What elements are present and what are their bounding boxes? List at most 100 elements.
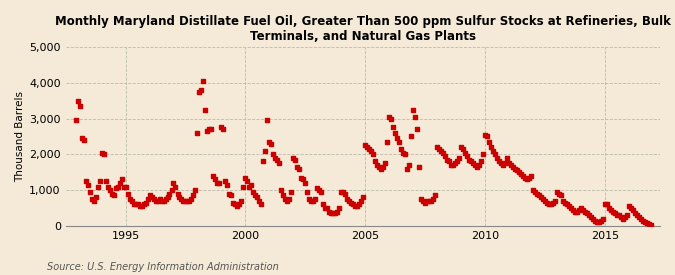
Point [352,204,362,208]
Point [246,183,256,187]
Point [482,134,493,139]
Point [268,152,279,156]
Point [276,188,287,192]
Point [556,193,566,198]
Point [80,179,91,183]
Point [118,184,129,189]
Point [196,88,207,92]
Point [414,165,425,169]
Point [491,156,502,160]
Point [334,206,345,210]
Point [120,184,131,189]
Point [294,166,304,171]
Point [228,200,239,205]
Point [338,190,349,194]
Point [254,199,265,203]
Point [406,134,416,139]
Point [164,191,175,196]
Point [468,161,479,166]
Point [404,163,414,167]
Point [284,197,295,201]
Point [466,159,477,164]
Point [74,104,85,108]
Point [532,191,543,196]
Point [176,197,187,201]
Point [631,213,642,217]
Point [410,114,421,119]
Point [312,186,323,191]
Point [272,158,283,162]
Point [160,197,171,201]
Point [454,156,464,160]
Point [549,199,560,203]
Point [318,202,329,207]
Point [218,127,229,131]
Point [122,191,133,196]
Point [426,199,437,203]
Point [506,163,516,167]
Point [144,193,155,198]
Point [612,213,622,217]
Point [330,211,341,216]
Point [645,223,656,227]
Point [354,202,364,207]
Point [537,197,548,201]
Point [566,206,576,210]
Point [92,184,103,189]
Point [156,199,167,203]
Point [170,184,181,189]
Point [174,195,185,199]
Point [98,152,109,156]
Point [192,131,203,135]
Point [358,195,369,199]
Point [495,161,506,166]
Point [344,199,354,203]
Point [374,165,385,169]
Point [541,200,552,205]
Point [424,199,435,203]
Point [608,209,618,214]
Point [412,127,423,131]
Point [90,195,101,199]
Point [370,159,381,164]
Text: Source: U.S. Energy Information Administration: Source: U.S. Energy Information Administ… [47,262,279,272]
Point [256,202,267,207]
Point [280,197,291,201]
Point [384,114,395,119]
Point [400,152,410,156]
Point [230,202,241,207]
Point [489,152,500,156]
Point [126,199,137,203]
Point [396,147,406,151]
Point [545,202,556,207]
Point [116,177,127,182]
Point [601,202,612,207]
Point [639,220,650,224]
Point [286,190,297,194]
Point [591,220,602,224]
Point [641,221,652,225]
Point [204,127,215,131]
Point [306,199,317,203]
Point [112,184,123,189]
Title: Monthly Maryland Distillate Fuel Oil, Greater Than 500 ppm Sulfur Stocks at Refi: Monthly Maryland Distillate Fuel Oil, Gr… [55,15,671,43]
Point [182,199,193,203]
Point [296,175,306,180]
Point [232,204,243,208]
Point [470,163,481,167]
Point [252,195,263,199]
Point [458,147,468,151]
Point [110,186,121,191]
Point [434,147,445,151]
Point [392,136,402,141]
Point [198,79,209,83]
Point [472,165,483,169]
Point [362,145,373,149]
Point [240,175,251,180]
Point [599,202,610,207]
Point [188,193,199,198]
Point [408,107,418,112]
Point [437,150,448,155]
Point [416,197,427,201]
Point [82,183,93,187]
